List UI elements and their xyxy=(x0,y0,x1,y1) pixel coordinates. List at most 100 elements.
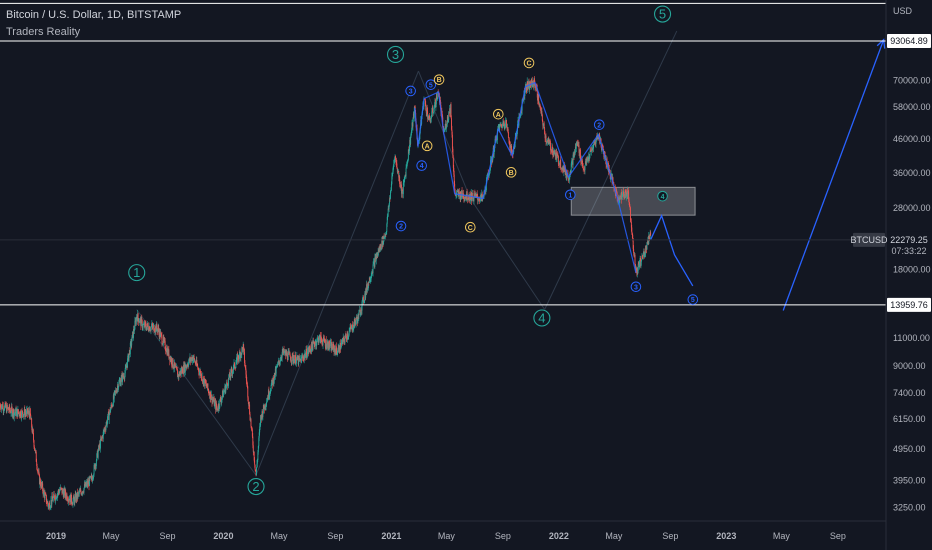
candle-body xyxy=(538,94,540,105)
candle-body xyxy=(540,107,542,114)
candle-body xyxy=(329,346,331,348)
candle-body xyxy=(227,383,229,387)
candle-body xyxy=(136,317,138,322)
candle-body xyxy=(387,208,389,217)
candle-body xyxy=(533,83,535,88)
candle-body xyxy=(301,356,303,357)
candle-body xyxy=(36,461,38,466)
candle-body xyxy=(15,408,17,416)
candle-body xyxy=(245,366,246,369)
y-tick-label: 58000.00 xyxy=(893,102,931,112)
candle-body xyxy=(329,342,331,347)
candle-body xyxy=(179,370,181,374)
candle-body xyxy=(337,347,339,353)
candle-body xyxy=(260,415,262,426)
candle-body xyxy=(109,409,111,413)
candle-body xyxy=(226,381,228,384)
candle-body xyxy=(57,490,59,493)
candle-body xyxy=(121,374,123,382)
candle-body xyxy=(348,331,350,336)
candle-body xyxy=(539,104,541,107)
candle-body xyxy=(625,192,627,198)
candle-body xyxy=(27,408,28,414)
candle-body xyxy=(469,194,471,201)
candle-body xyxy=(478,199,480,201)
candle-body xyxy=(216,407,218,409)
candle-body xyxy=(445,126,447,129)
candle-body xyxy=(128,354,130,361)
candle-body xyxy=(212,400,214,402)
candle-body xyxy=(171,364,173,366)
candle-body xyxy=(5,405,7,413)
candle-body xyxy=(489,173,491,174)
candle-body xyxy=(9,410,11,411)
candle-body xyxy=(446,124,448,127)
candle-body xyxy=(194,358,195,362)
candle-body xyxy=(156,323,158,329)
candle-body xyxy=(321,339,323,341)
candle-body xyxy=(28,413,30,418)
candle-body xyxy=(378,249,380,253)
candle-body xyxy=(526,90,528,91)
wave-labels: 1 2 3 4 5 2 3 4 5 A B C A B C 1 2 3 4 5 xyxy=(128,5,699,496)
candle-body xyxy=(30,414,32,420)
candle-body xyxy=(351,325,352,329)
candle-body xyxy=(249,414,251,421)
candle-body xyxy=(467,199,468,201)
candle-body xyxy=(160,332,162,337)
candle-body xyxy=(489,169,491,174)
candle-body xyxy=(630,221,632,228)
candle-body xyxy=(41,483,43,486)
candle-body xyxy=(180,369,182,375)
y-tick-label: 9000.00 xyxy=(893,361,926,371)
candle-body xyxy=(7,407,9,409)
symbol-tag-bg xyxy=(853,232,885,247)
candle-body xyxy=(349,326,351,330)
candle-body xyxy=(137,313,139,319)
candle-body xyxy=(406,163,408,165)
candle-body xyxy=(166,348,168,355)
candle-body xyxy=(548,141,550,144)
y-tick-label: 36000.00 xyxy=(893,168,931,178)
candle-body xyxy=(500,124,502,126)
candle-body xyxy=(558,163,560,165)
candle-body xyxy=(413,107,415,118)
candle-body xyxy=(225,387,227,393)
candle-body xyxy=(309,348,311,351)
candle-body xyxy=(109,409,111,414)
candle-body xyxy=(390,190,392,192)
candle-body xyxy=(140,318,142,327)
candle-body xyxy=(64,490,66,497)
candle-body xyxy=(386,223,388,232)
candle-body xyxy=(581,159,583,164)
candle-body xyxy=(395,162,397,164)
candle-body xyxy=(255,469,257,472)
candle-body xyxy=(14,412,16,414)
candle-body xyxy=(195,360,197,365)
candle-body xyxy=(246,382,248,387)
candle-body xyxy=(22,414,24,417)
x-tick-label: May xyxy=(103,531,121,541)
candle-body xyxy=(412,122,413,127)
candle-body xyxy=(19,411,21,417)
x-tick-label: 2019 xyxy=(46,531,66,541)
candle-body xyxy=(312,346,313,351)
candle-body xyxy=(352,328,354,330)
candle-body xyxy=(568,179,569,181)
candle-body xyxy=(204,379,206,387)
candle-body xyxy=(239,352,241,358)
candle-body xyxy=(103,430,105,432)
candle-body xyxy=(474,194,476,196)
wave-label-text: 2 xyxy=(597,122,601,129)
candle-body xyxy=(200,373,202,380)
candle-body xyxy=(31,418,33,428)
candle-body xyxy=(559,159,561,167)
candle-body xyxy=(79,491,81,492)
candle-body xyxy=(586,159,588,163)
candle-body xyxy=(303,358,305,360)
candle-body xyxy=(33,446,35,449)
indicator-label[interactable]: Traders Reality xyxy=(6,26,81,38)
candle-body xyxy=(220,400,222,403)
candle-body xyxy=(370,279,372,281)
